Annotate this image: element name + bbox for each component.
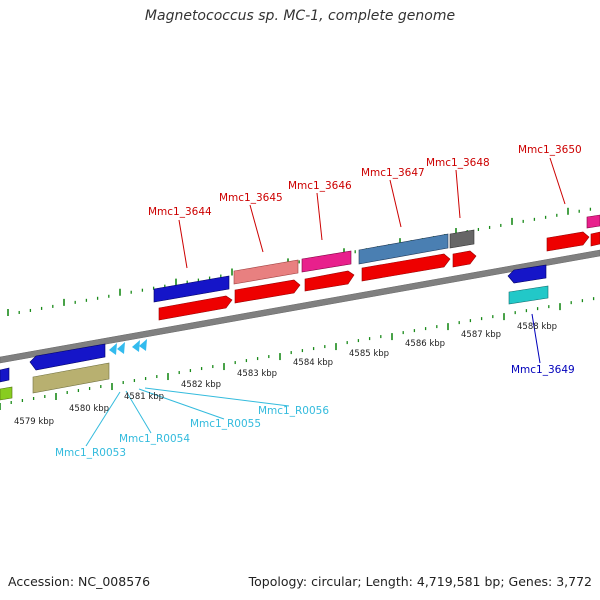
gene-label[interactable]: Mmc1_R0055 [190, 418, 261, 430]
gene-features [0, 214, 600, 401]
gene-label[interactable]: Mmc1_3649 [511, 364, 575, 376]
scale-label: 4580 kbp [69, 404, 109, 414]
scale-label: 4583 kbp [237, 369, 277, 379]
trna-marker[interactable] [139, 339, 147, 351]
gene-block[interactable] [507, 264, 547, 284]
gene-block[interactable] [304, 270, 355, 292]
gene-label[interactable]: Mmc1_3650 [518, 144, 582, 156]
scale-label: 4588 kbp [517, 322, 557, 332]
trna-marker[interactable] [132, 340, 140, 352]
gene-block[interactable] [546, 231, 590, 252]
scale-label: 4579 kbp [14, 417, 54, 427]
scale-label: 4586 kbp [405, 339, 445, 349]
gene-block[interactable] [452, 250, 477, 268]
scale-label: 4584 kbp [293, 358, 333, 368]
gene-block[interactable] [0, 386, 13, 401]
gene-label[interactable]: Mmc1_R0056 [258, 405, 329, 417]
gene-block[interactable] [361, 253, 451, 282]
gene-label[interactable]: Mmc1_3647 [361, 167, 425, 179]
gene-label[interactable]: Mmc1_3646 [288, 180, 352, 192]
gene-label[interactable]: Mmc1_3645 [219, 192, 283, 204]
label-leaders [85, 157, 566, 447]
scale-label: 4587 kbp [461, 330, 501, 340]
gene-block[interactable] [153, 275, 230, 303]
gene-block[interactable] [301, 250, 352, 273]
gene-block[interactable] [234, 279, 301, 304]
diagram-title: Magnetococcus sp. MC-1, complete genome [144, 8, 456, 24]
scale-label: 4582 kbp [181, 380, 221, 390]
gene-block[interactable] [29, 343, 106, 371]
gene-label[interactable]: Mmc1_3644 [148, 206, 212, 218]
gene-label[interactable]: Mmc1_3648 [426, 157, 490, 169]
gene-block[interactable] [590, 231, 600, 247]
gene-block[interactable] [449, 229, 475, 249]
gene-block[interactable] [233, 259, 299, 285]
gene-label[interactable]: Mmc1_R0054 [119, 433, 190, 445]
gene-block[interactable] [358, 233, 449, 265]
gene-block[interactable] [508, 285, 549, 305]
gene-block[interactable] [158, 295, 233, 321]
gene-labels: Mmc1_3644 Mmc1_3645 Mmc1_3646 Mmc1_3647 … [55, 144, 582, 459]
scale-label: 4581 kbp [124, 392, 164, 402]
gene-label[interactable]: Mmc1_R0053 [55, 447, 126, 459]
scale-labels: 4579 kbp 4580 kbp 4581 kbp 4582 kbp 4583… [14, 322, 557, 427]
genome-summary-text: Topology: circular; Length: 4,719,581 bp… [248, 574, 592, 589]
trna-marker[interactable] [109, 343, 117, 355]
trna-marker[interactable] [117, 342, 125, 354]
gene-block[interactable] [586, 214, 600, 229]
genome-backbone [0, 249, 600, 364]
accession-text: Accession: NC_008576 [8, 574, 151, 589]
gene-block[interactable] [0, 367, 10, 383]
gene-block[interactable] [32, 362, 110, 394]
scale-label: 4585 kbp [349, 349, 389, 359]
